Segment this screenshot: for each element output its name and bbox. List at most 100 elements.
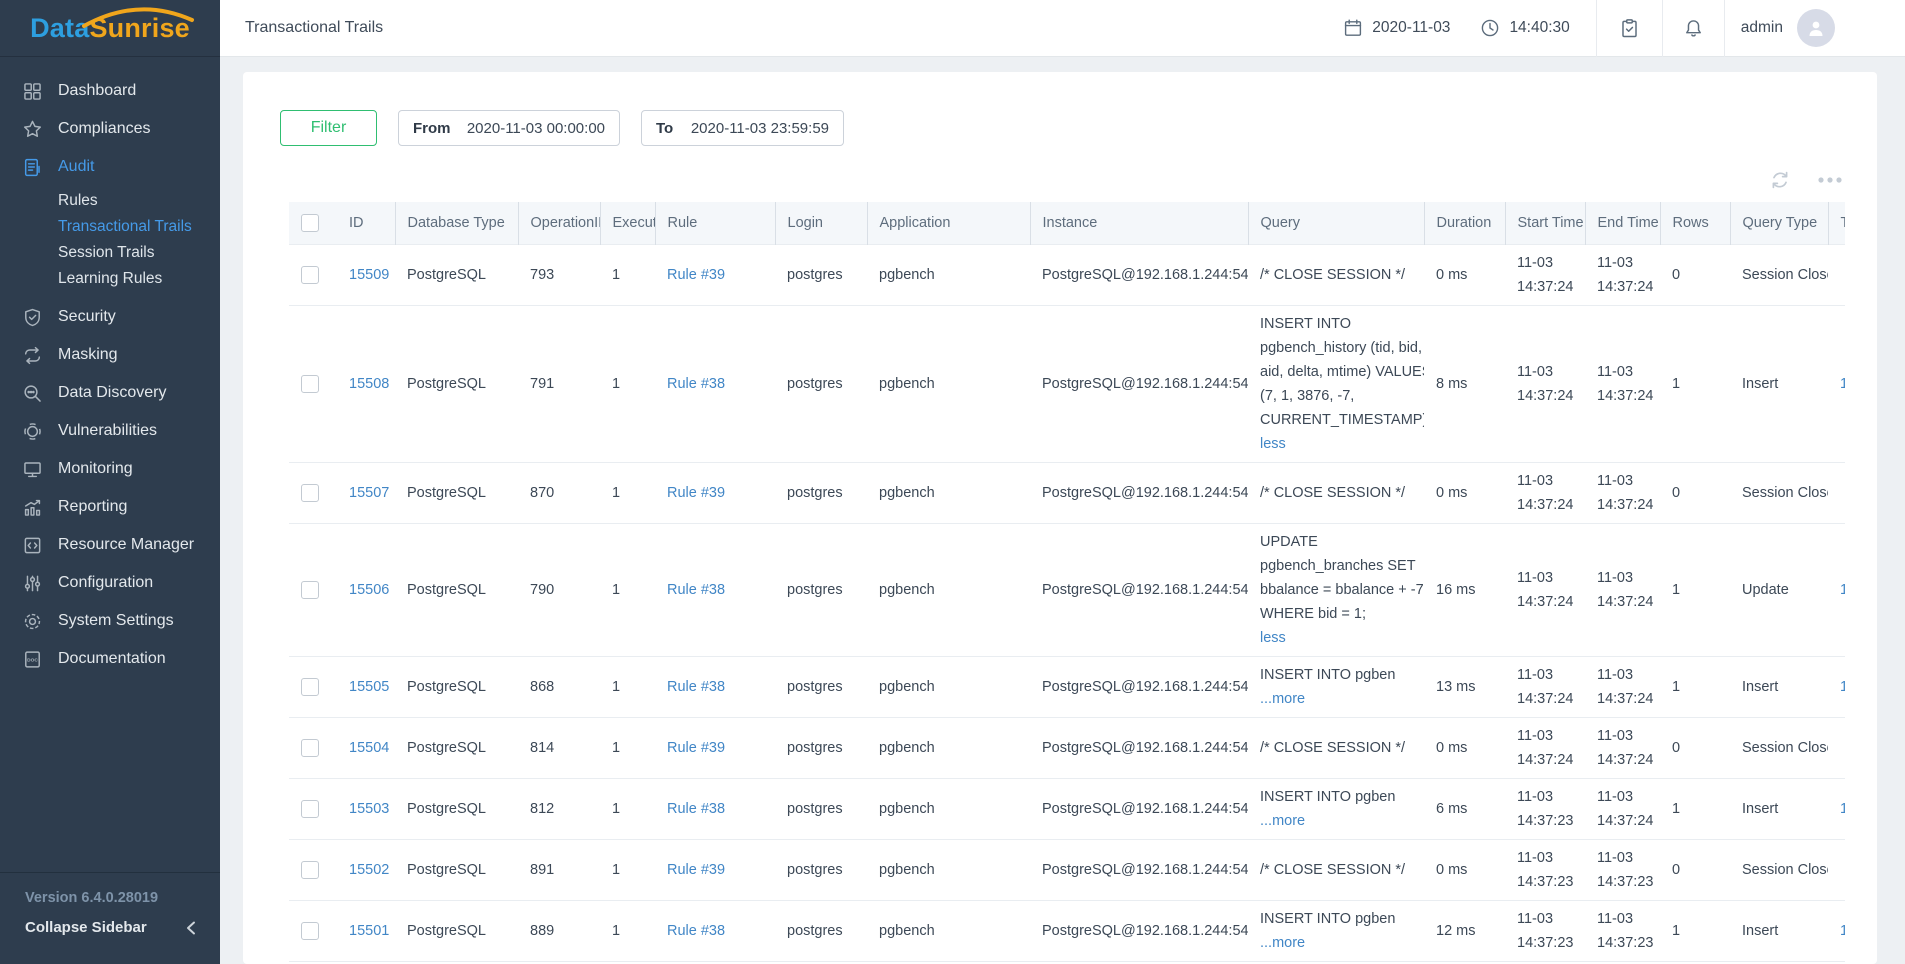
rule-link[interactable]: Rule #38 <box>667 582 725 598</box>
row-checkbox[interactable] <box>301 484 319 502</box>
rule-link[interactable]: Rule #39 <box>667 267 725 283</box>
rule-link[interactable]: Rule #39 <box>667 485 725 501</box>
refresh-icon[interactable] <box>1769 169 1791 191</box>
cell-login: postgres <box>775 840 867 901</box>
from-datetime-field[interactable]: From 2020-11-03 00:00:00 <box>398 110 620 146</box>
sunrise-arc-icon <box>80 4 198 28</box>
col-header-duration[interactable]: Duration <box>1424 202 1505 245</box>
col-header-id[interactable]: ID <box>337 202 395 245</box>
collapse-sidebar-button[interactable]: Collapse Sidebar <box>25 919 198 936</box>
col-header-executions[interactable]: Executio <box>600 202 655 245</box>
col-header-rows[interactable]: Rows <box>1660 202 1730 245</box>
sidebar-item-system-settings[interactable]: System Settings <box>0 602 220 640</box>
cell-id: 15503 <box>337 779 395 840</box>
col-header-end-time[interactable]: End Time <box>1585 202 1660 245</box>
row-checkbox[interactable] <box>301 581 319 599</box>
sidebar-item-rules[interactable]: Rules <box>0 188 220 214</box>
rule-link[interactable]: Rule #38 <box>667 679 725 695</box>
trans-link[interactable]: 1 <box>1840 582 1845 598</box>
cell-rows: 1 <box>1660 779 1730 840</box>
col-header-start-time[interactable]: Start Time <box>1505 202 1585 245</box>
sidebar-item-security[interactable]: Security <box>0 298 220 336</box>
row-checkbox[interactable] <box>301 800 319 818</box>
select-all-checkbox[interactable] <box>301 214 319 232</box>
query-toggle-link[interactable]: ...more <box>1260 935 1305 951</box>
col-header-application[interactable]: Application <box>867 202 1030 245</box>
row-checkbox[interactable] <box>301 739 319 757</box>
row-checkbox[interactable] <box>301 861 319 879</box>
sidebar-item-data-discovery[interactable]: Data Discovery <box>0 374 220 412</box>
rule-link[interactable]: Rule #39 <box>667 862 725 878</box>
sidebar-item-resource-manager[interactable]: Resource Manager <box>0 526 220 564</box>
row-checkbox[interactable] <box>301 678 319 696</box>
col-header-trans[interactable]: T <box>1828 202 1845 245</box>
trans-link[interactable]: 1 <box>1840 679 1845 695</box>
row-checkbox[interactable] <box>301 375 319 393</box>
row-checkbox[interactable] <box>301 266 319 284</box>
cell-rule: Rule #39 <box>655 718 775 779</box>
sidebar-item-masking[interactable]: Masking <box>0 336 220 374</box>
sidebar-item-label: Reporting <box>58 498 127 516</box>
col-header-rule[interactable]: Rule <box>655 202 775 245</box>
sidebar-item-transactional-trails[interactable]: Transactional Trails <box>0 214 220 240</box>
filter-button[interactable]: Filter <box>280 110 377 146</box>
trail-id-link[interactable]: 15506 <box>349 582 389 598</box>
sidebar-item-reporting[interactable]: Reporting <box>0 488 220 526</box>
trail-id-link[interactable]: 15507 <box>349 485 389 501</box>
query-toggle-link[interactable]: less <box>1260 630 1286 646</box>
sidebar-item-monitoring[interactable]: Monitoring <box>0 450 220 488</box>
sidebar-item-session-trails[interactable]: Session Trails <box>0 240 220 266</box>
bell-icon[interactable] <box>1683 18 1704 39</box>
sidebar-item-audit[interactable]: Audit <box>0 148 220 186</box>
more-options-icon[interactable] <box>1817 176 1843 184</box>
tasks-clipboard-icon[interactable] <box>1619 18 1640 39</box>
trail-id-link[interactable]: 15504 <box>349 740 389 756</box>
cell-instance: PostgreSQL@192.168.1.244:5436 <box>1030 840 1248 901</box>
trail-id-link[interactable]: 15505 <box>349 679 389 695</box>
cell-trans: 1 <box>1828 779 1845 840</box>
rule-link[interactable]: Rule #38 <box>667 801 725 817</box>
cell-query-type: Session Close <box>1730 840 1828 901</box>
trail-id-link[interactable]: 15509 <box>349 267 389 283</box>
col-header-instance[interactable]: Instance <box>1030 202 1248 245</box>
trans-link[interactable]: 1 <box>1840 376 1845 392</box>
row-checkbox[interactable] <box>301 922 319 940</box>
col-header-login[interactable]: Login <box>775 202 867 245</box>
trails-table: ID Database Type OperationID Executio Ru… <box>289 202 1845 964</box>
sidebar-item-compliances[interactable]: Compliances <box>0 110 220 148</box>
col-header-query[interactable]: Query <box>1248 202 1424 245</box>
sidebar-item-label: Configuration <box>58 574 153 592</box>
rule-link[interactable]: Rule #38 <box>667 376 725 392</box>
col-header-query-type[interactable]: Query Type <box>1730 202 1828 245</box>
rule-link[interactable]: Rule #39 <box>667 740 725 756</box>
sidebar-item-documentation[interactable]: DOC Documentation <box>0 640 220 678</box>
topbar-time: 14:40:30 <box>1480 18 1569 38</box>
trans-link[interactable]: 1 <box>1840 923 1845 939</box>
cell-login: postgres <box>775 463 867 524</box>
query-toggle-link[interactable]: ...more <box>1260 813 1305 829</box>
cell-instance: PostgreSQL@192.168.1.244:5436 <box>1030 245 1248 306</box>
trans-link[interactable]: 1 <box>1840 801 1845 817</box>
trail-id-link[interactable]: 15508 <box>349 376 389 392</box>
trail-id-link[interactable]: 15501 <box>349 923 389 939</box>
code-box-icon <box>22 535 43 556</box>
user-menu[interactable]: admin <box>1741 19 1783 37</box>
col-header-database-type[interactable]: Database Type <box>395 202 518 245</box>
rule-link[interactable]: Rule #38 <box>667 923 725 939</box>
cell-login: postgres <box>775 657 867 718</box>
to-datetime-field[interactable]: To 2020-11-03 23:59:59 <box>641 110 844 146</box>
query-toggle-link[interactable]: ...more <box>1260 691 1305 707</box>
sidebar-item-vulnerabilities[interactable]: Vulnerabilities <box>0 412 220 450</box>
sidebar-item-configuration[interactable]: Configuration <box>0 564 220 602</box>
sidebar-item-dashboard[interactable]: Dashboard <box>0 72 220 110</box>
col-header-operation-id[interactable]: OperationID <box>518 202 600 245</box>
trail-id-link[interactable]: 15503 <box>349 801 389 817</box>
cell-operation-id: 870 <box>518 463 600 524</box>
sidebar-item-learning-rules[interactable]: Learning Rules <box>0 266 220 292</box>
query-toggle-link[interactable]: less <box>1260 436 1286 452</box>
cell-executions: 1 <box>600 779 655 840</box>
trail-id-link[interactable]: 15502 <box>349 862 389 878</box>
content-area: Filter From 2020-11-03 00:00:00 To 2020-… <box>220 57 1905 964</box>
user-avatar[interactable] <box>1797 9 1835 47</box>
datasunrise-logo[interactable]: DataSunrise <box>30 13 190 44</box>
